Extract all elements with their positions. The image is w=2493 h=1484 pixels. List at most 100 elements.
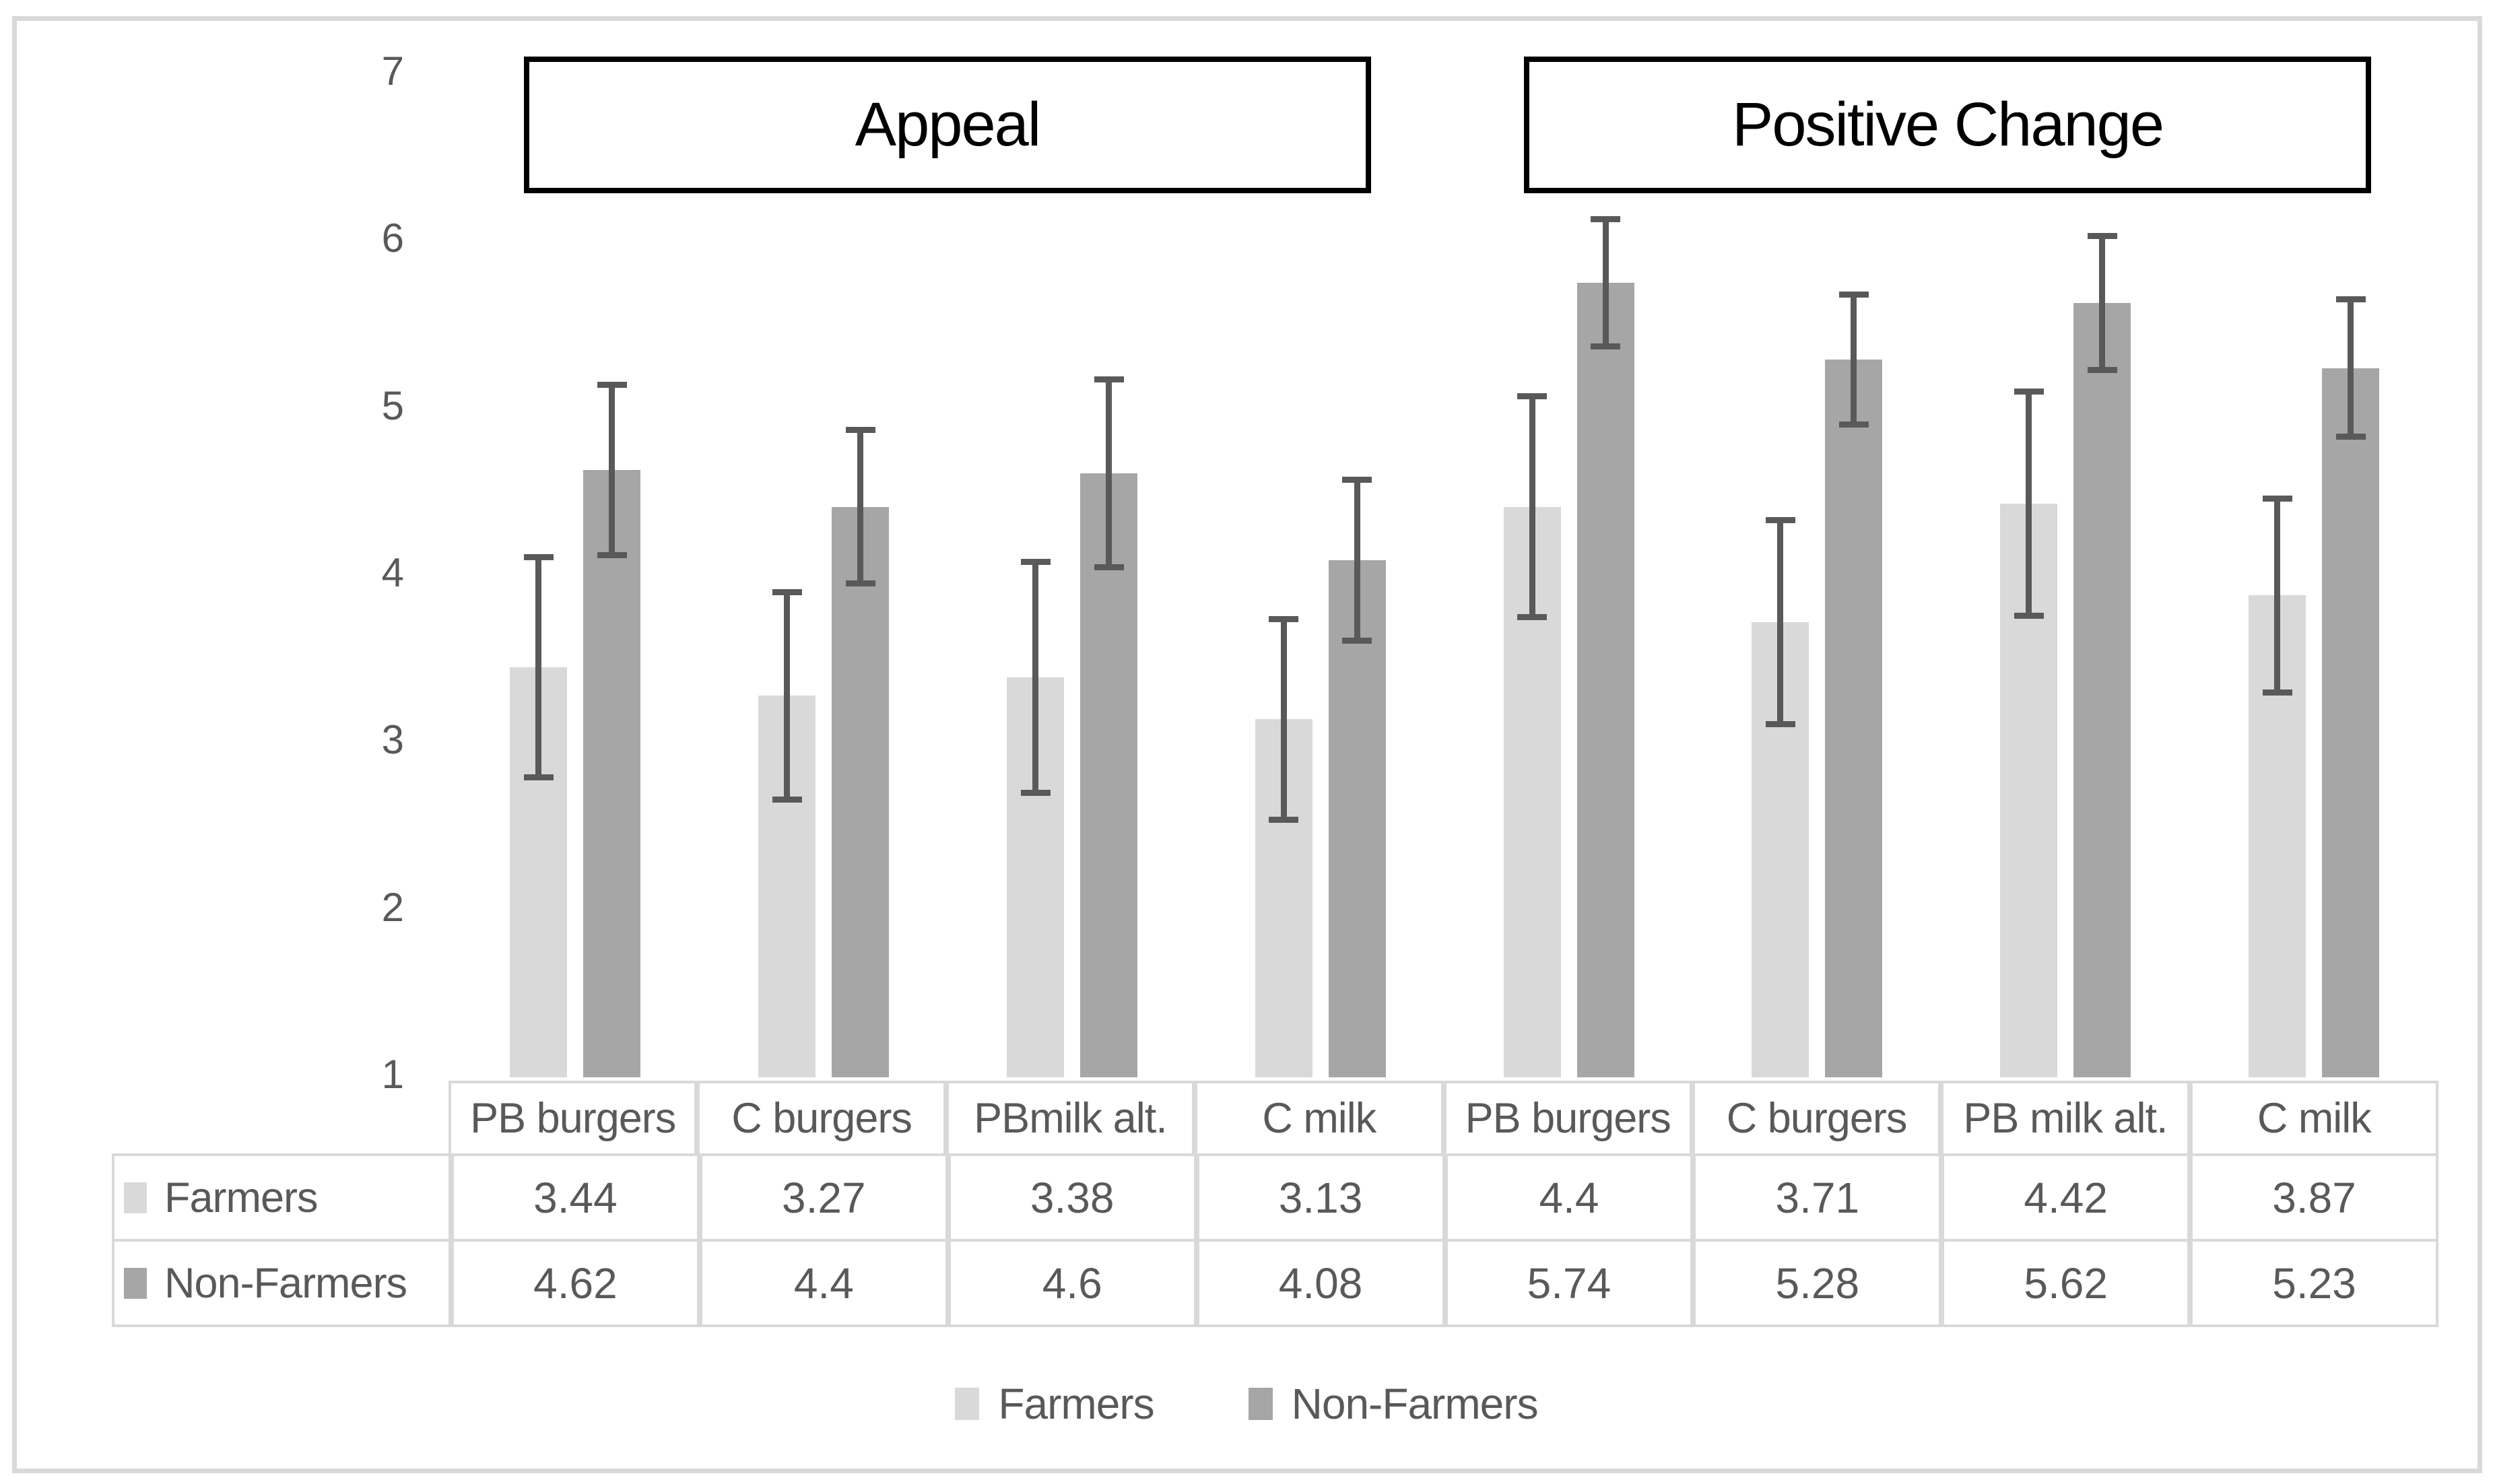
error-bar-bottom-cap	[2087, 366, 2117, 373]
error-bar-top-cap	[1020, 559, 1051, 566]
error-bar-line	[1851, 294, 1857, 425]
legend-swatch-icon	[1248, 1388, 1273, 1420]
error-bar-line	[1280, 619, 1287, 820]
non-farmers-bar-2	[832, 506, 890, 1077]
table-row-farmers: Farmers 3.44 3.27 3.38 3.13 4.4 3.71 4.42 3.87	[112, 1153, 2438, 1242]
value-cell: 4.4	[1444, 1153, 1694, 1242]
value-cell: 4.6	[948, 1239, 1197, 1327]
non-farmers-bar-8	[2322, 368, 2379, 1077]
y-axis-tick-label: 5	[381, 382, 404, 428]
error-bar-top-cap	[523, 553, 554, 560]
error-bar-bottom-cap	[1591, 343, 1621, 349]
error-bar-bottom-cap	[1838, 421, 1869, 428]
group-title-positive-change: Positive Change	[1524, 57, 2371, 193]
legend-item-non-farmers: Non-Farmers	[1248, 1379, 1539, 1429]
y-axis-tick-label: 6	[381, 215, 404, 261]
outer-border	[12, 16, 2482, 1473]
error-bar-line	[1529, 396, 1535, 617]
error-bar-bottom-cap	[1269, 816, 1299, 823]
value-cell: 4.62	[451, 1239, 700, 1327]
row-label: Non-Farmers	[164, 1259, 407, 1307]
error-bar-bottom-cap	[1517, 614, 1548, 621]
error-bar-bottom-cap	[2014, 612, 2044, 619]
value-cell: 3.87	[2190, 1153, 2438, 1242]
error-bar-top-cap	[1517, 393, 1548, 400]
value-cell: 3.38	[948, 1153, 1197, 1242]
error-bar-top-cap	[597, 381, 627, 388]
error-bar-bottom-cap	[2262, 689, 2292, 696]
value-cell: 4.4	[699, 1239, 948, 1327]
error-bar-top-cap	[2262, 495, 2292, 502]
legend-label: Farmers	[998, 1380, 1154, 1428]
error-bar-top-cap	[2335, 296, 2366, 303]
error-bar-line	[1354, 479, 1360, 641]
value-cell: 3.13	[1196, 1153, 1445, 1242]
series-swatch-icon	[124, 1182, 147, 1213]
error-bar-top-cap	[2087, 232, 2117, 239]
value-cell: 3.27	[699, 1153, 948, 1242]
value-cell: 3.71	[1693, 1153, 1942, 1242]
category-header-cell: C burgers	[1692, 1081, 1941, 1156]
error-bar-line	[784, 592, 791, 800]
non-farmers-bar-4	[1328, 560, 1386, 1077]
error-bar-line	[2026, 391, 2032, 616]
y-axis-tick-label: 4	[381, 550, 404, 595]
row-label-cell: Non-Farmers	[112, 1239, 451, 1327]
error-bar-bottom-cap	[597, 552, 627, 559]
value-cell: 5.28	[1693, 1239, 1942, 1327]
category-header-cell: PB milk alt.	[1941, 1081, 2190, 1156]
error-bar-line	[2274, 498, 2280, 693]
chart-legend: Farmers Non-Farmers	[0, 1379, 2493, 1429]
non-farmers-bar-1	[583, 470, 641, 1077]
y-axis-tick-label: 2	[381, 884, 404, 930]
error-bar-top-cap	[1838, 291, 1869, 298]
error-bar-bottom-cap	[1094, 564, 1124, 570]
value-cell: 5.23	[2190, 1239, 2438, 1327]
category-header-cell: C burgers	[697, 1081, 946, 1156]
error-bar-top-cap	[1591, 216, 1621, 223]
group-title-appeal: Appeal	[524, 57, 1371, 193]
error-bar-line	[1777, 520, 1784, 724]
error-bar-bottom-cap	[523, 774, 554, 781]
category-header-cell: PBmilk alt.	[945, 1081, 1195, 1156]
error-bar-line	[535, 557, 542, 778]
table-category-header-row: PB burgers C burgers PBmilk alt. C milk PB b…	[448, 1081, 2438, 1156]
error-bar-top-cap	[772, 588, 802, 595]
error-bar-line	[1106, 379, 1112, 568]
row-label-cell: Farmers	[112, 1153, 451, 1242]
error-bar-bottom-cap	[772, 796, 802, 803]
y-axis-tick-label: 1	[381, 1052, 404, 1097]
table-row-non-farmers: Non-Farmers 4.62 4.4 4.6 4.08 5.74 5.28 5.62 5.2…	[112, 1239, 2438, 1327]
error-bar-top-cap	[845, 426, 875, 433]
error-bar-top-cap	[1094, 376, 1124, 383]
error-bar-line	[1602, 219, 1609, 347]
category-header-cell: PB burgers	[448, 1081, 698, 1156]
error-bar-bottom-cap	[1765, 721, 1795, 727]
legend-label: Non-Farmers	[1291, 1380, 1539, 1428]
non-farmers-bar-3	[1080, 473, 1137, 1077]
legend-swatch-icon	[955, 1388, 980, 1420]
value-cell: 5.62	[1941, 1239, 2191, 1327]
error-bar-line	[857, 430, 864, 584]
y-axis-tick-label: 7	[381, 48, 404, 94]
error-bar-top-cap	[2014, 388, 2044, 395]
non-farmers-bar-6	[1825, 360, 1883, 1077]
category-header-cell: C milk	[2189, 1081, 2438, 1156]
error-bar-line	[2099, 236, 2106, 370]
error-bar-top-cap	[1342, 477, 1372, 483]
error-bar-top-cap	[1765, 517, 1795, 524]
error-bar-bottom-cap	[1020, 789, 1051, 796]
row-label: Farmers	[164, 1174, 318, 1221]
error-bar-line	[609, 384, 616, 555]
error-bar-bottom-cap	[1342, 637, 1372, 644]
value-cell: 4.08	[1196, 1239, 1445, 1327]
series-swatch-icon	[124, 1267, 147, 1299]
error-bar-line	[1032, 562, 1038, 793]
error-bar-line	[2348, 299, 2354, 437]
error-bar-bottom-cap	[2335, 433, 2366, 440]
non-farmers-bar-7	[2073, 302, 2131, 1077]
category-header-cell: C milk	[1195, 1081, 1444, 1156]
value-cell: 5.74	[1444, 1239, 1694, 1327]
error-bar-bottom-cap	[845, 580, 875, 587]
